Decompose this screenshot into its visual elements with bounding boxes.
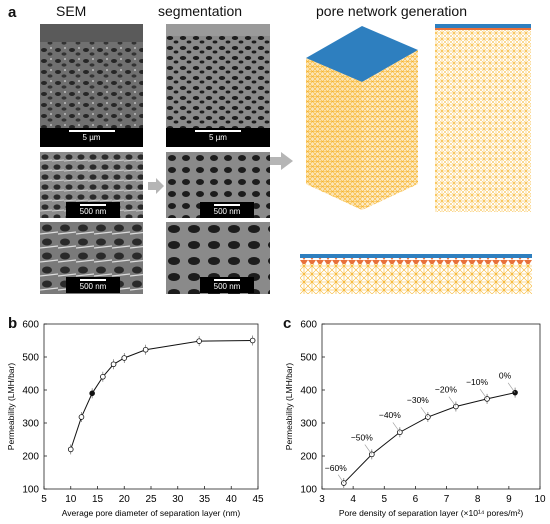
panel-a-label: a — [8, 4, 17, 21]
data-point — [249, 337, 256, 344]
scalebar-500nm-sem-mid: 500 nm — [66, 202, 120, 218]
point-annotation: −30% — [407, 395, 429, 405]
scalebar-5um-sem: 5 µm — [40, 128, 143, 147]
panel-b-label: b — [8, 315, 18, 332]
data-point — [142, 346, 149, 353]
data-point — [484, 396, 490, 402]
arrow-right-icon — [259, 152, 293, 170]
y-axis-label: Permeability (LMH/bar) — [284, 363, 294, 451]
segmentation-heading: segmentation — [158, 3, 243, 19]
x-tick-label: 30 — [172, 494, 184, 505]
segmentation-image-mid: 500 nm — [166, 152, 270, 218]
annotation-leader — [364, 444, 373, 455]
data-point — [512, 389, 518, 396]
point-annotation: −60% — [325, 463, 347, 473]
y-tick-label: 100 — [300, 485, 317, 496]
panel-c-label: c — [283, 315, 292, 332]
annotation-leader — [448, 396, 457, 407]
arrow-right-icon — [148, 178, 164, 194]
sem-image-small: 500 nm — [40, 222, 143, 294]
x-tick-label: 20 — [119, 494, 131, 505]
annotation-leader — [337, 474, 345, 484]
x-tick-label: 15 — [92, 494, 104, 505]
segmentation-image-large: 5 µm — [166, 24, 270, 147]
scalebar-500nm-seg-small: 500 nm — [200, 277, 254, 293]
y-tick-label: 300 — [300, 419, 317, 430]
data-point — [453, 403, 459, 410]
x-tick-label: 5 — [382, 494, 388, 505]
x-tick-label: 8 — [475, 494, 481, 505]
y-tick-label: 500 — [300, 353, 317, 364]
plot-frame — [321, 323, 541, 490]
annotation-leader — [392, 422, 401, 433]
data-point — [110, 361, 117, 368]
y-tick-label: 500 — [22, 353, 39, 364]
chart-c: 100 200 300 400 500 600 3 4 5 6 7 8 9 10 Pore density … — [284, 320, 546, 519]
x-tick-label: 3 — [319, 494, 325, 505]
data-point — [67, 446, 74, 453]
segmentation-image-small: 500 nm — [166, 222, 270, 294]
x-tick-label: 25 — [145, 494, 157, 505]
point-annotation: 0% — [499, 371, 512, 381]
annotation-leader — [479, 388, 488, 400]
data-point — [121, 355, 128, 361]
data-point — [78, 414, 85, 420]
y-tick-label: 600 — [22, 320, 39, 331]
pore-network-cross-section — [435, 24, 531, 212]
x-tick-label: 6 — [413, 494, 419, 505]
scalebar-5um-seg: 5 µm — [166, 128, 270, 147]
sem-image-mid: 500 nm — [40, 152, 143, 218]
y-tick-label: 200 — [22, 452, 39, 463]
x-tick-label: 10 — [65, 494, 77, 505]
data-point — [89, 390, 95, 397]
pore-network-3d-block — [306, 26, 418, 210]
x-tick-label: 10 — [534, 494, 546, 505]
y-axis-label: Permeability (LMH/bar) — [6, 363, 16, 451]
x-tick-label: 5 — [41, 494, 47, 505]
point-annotation: −50% — [351, 432, 373, 442]
scalebar-500nm-sem-small: 500 nm — [66, 277, 120, 293]
data-point — [100, 374, 106, 380]
x-tick-label: 35 — [199, 494, 211, 505]
annotation-leader — [420, 407, 429, 418]
chart-b: 100 200 300 400 500 600 5 10 15 20 25 30 35 40 45 Avera… — [6, 320, 264, 519]
point-annotation: −20% — [435, 385, 457, 395]
x-tick-label: 9 — [506, 494, 512, 505]
separation-layer-network — [300, 254, 532, 294]
y-tick-label: 400 — [300, 386, 317, 397]
x-tick-label: 45 — [252, 494, 264, 505]
sem-image-large: 5 µm — [40, 24, 143, 147]
x-axis-label: Average pore diameter of separation laye… — [62, 508, 241, 518]
sem-heading: SEM — [56, 3, 87, 19]
series-line — [70, 340, 253, 450]
scalebar-500nm-seg-mid: 500 nm — [200, 202, 254, 218]
network-heading: pore network generation — [316, 3, 467, 19]
x-tick-label: 7 — [444, 494, 450, 505]
annotation-leader — [507, 382, 516, 393]
y-tick-label: 200 — [300, 452, 317, 463]
x-tick-label: 40 — [226, 494, 238, 505]
y-tick-label: 400 — [22, 386, 39, 397]
x-tick-label: 4 — [350, 494, 356, 505]
point-annotation: −40% — [379, 410, 401, 420]
x-axis-label: Pore density of separation layer (×10¹⁴ … — [339, 508, 524, 518]
y-tick-label: 300 — [22, 419, 39, 430]
y-tick-label: 600 — [300, 320, 317, 331]
y-tick-label: 100 — [22, 485, 39, 496]
data-point — [196, 338, 202, 344]
point-annotation: −10% — [466, 377, 488, 387]
data-point — [369, 451, 375, 458]
